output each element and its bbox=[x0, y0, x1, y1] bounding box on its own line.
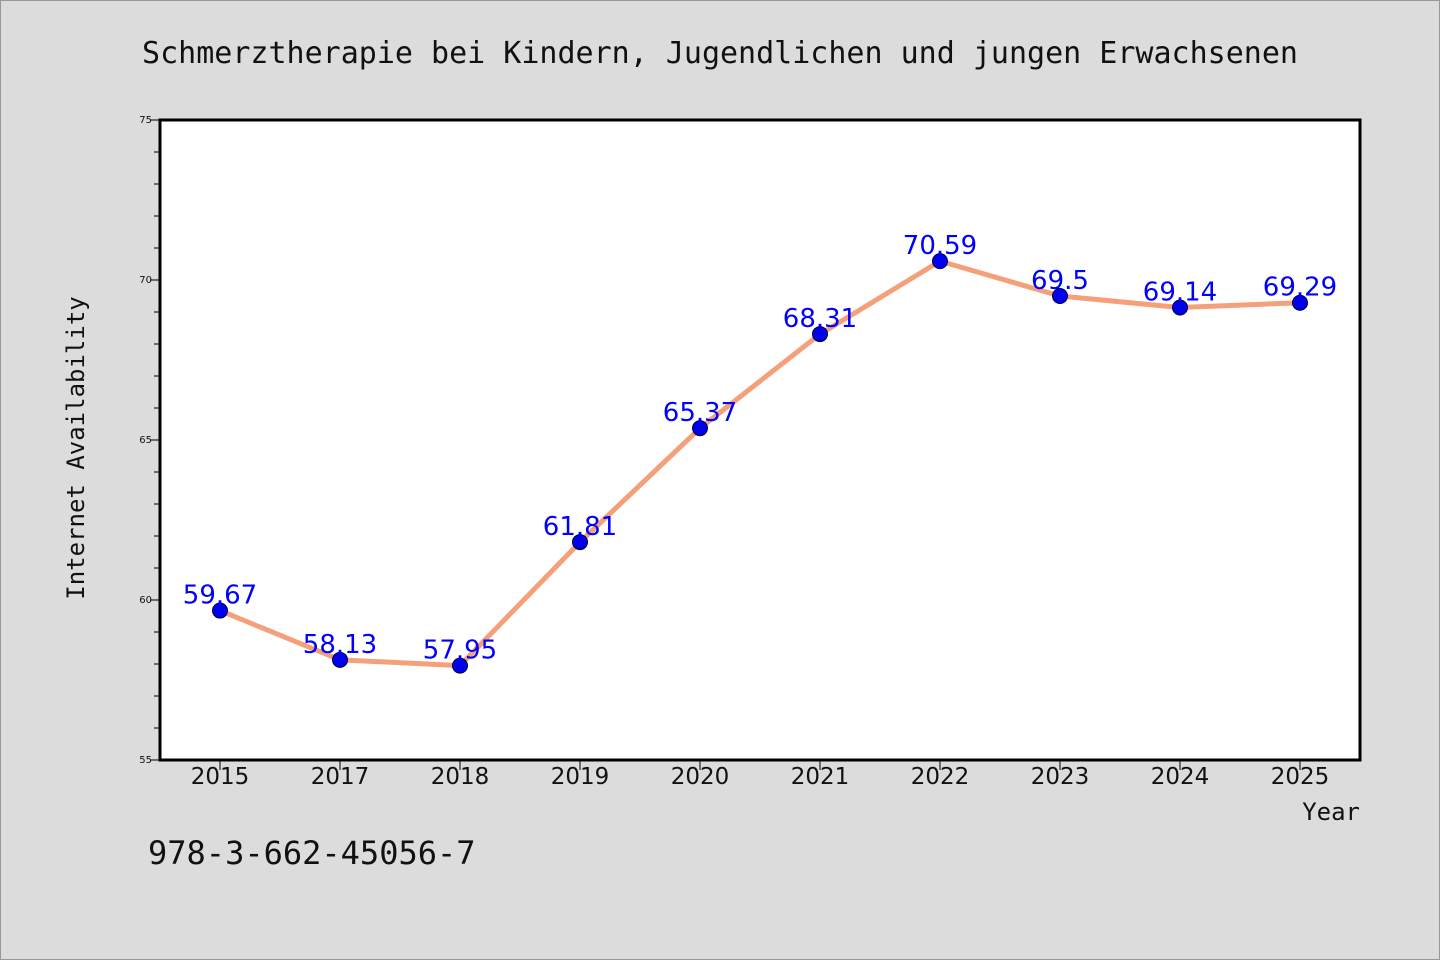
y-tick-label: 60 bbox=[139, 595, 152, 606]
x-tick-label: 2019 bbox=[551, 764, 610, 790]
data-label: 69.14 bbox=[1143, 278, 1217, 308]
plot-area bbox=[160, 120, 1360, 760]
y-tick-label: 75 bbox=[139, 115, 152, 126]
data-label: 61.81 bbox=[543, 512, 617, 542]
data-point bbox=[1052, 288, 1068, 304]
data-label: 69.29 bbox=[1263, 273, 1337, 303]
data-point bbox=[932, 253, 948, 270]
data-label: 65.37 bbox=[663, 398, 737, 428]
y-tick-label: 70 bbox=[139, 275, 152, 286]
axis-ticks: 55 60 65 70 75 2015 2017 2018 2019 2020 2021 2022 20… bbox=[139, 115, 1329, 790]
data-point bbox=[572, 534, 588, 551]
x-axis-label: Year bbox=[1302, 798, 1360, 826]
data-point bbox=[692, 420, 708, 437]
data-point bbox=[1292, 294, 1308, 311]
y-tick-label: 65 bbox=[139, 435, 152, 446]
x-tick-label: 2025 bbox=[1271, 764, 1330, 790]
x-tick-label: 2020 bbox=[671, 764, 730, 790]
x-tick-label: 2023 bbox=[1031, 764, 1090, 790]
data-label: 70.59 bbox=[903, 231, 977, 261]
x-tick-label: 2015 bbox=[191, 764, 250, 790]
data-point bbox=[812, 326, 828, 343]
x-tick-label: 2024 bbox=[1151, 764, 1210, 790]
data-point bbox=[212, 602, 228, 619]
y-axis-label: Internet Availability bbox=[62, 296, 90, 599]
x-tick-label: 2017 bbox=[311, 764, 370, 790]
data-point bbox=[1172, 299, 1188, 316]
series-group: 59.67 58.13 57.95 61.81 65.37 68.31 70.59 69.5 6… bbox=[183, 231, 1337, 674]
data-label: 69.5 bbox=[1031, 266, 1089, 296]
x-tick-label: 2018 bbox=[431, 764, 490, 790]
series-line bbox=[217, 258, 1303, 669]
data-label: 57.95 bbox=[423, 636, 497, 666]
y-tick-label: 55 bbox=[139, 755, 152, 766]
data-point bbox=[332, 651, 348, 668]
data-label: 58.13 bbox=[303, 630, 377, 660]
data-label: 59.67 bbox=[183, 581, 257, 611]
data-point bbox=[452, 657, 468, 674]
isbn-footer: 978-3-662-45056-7 bbox=[148, 834, 476, 872]
data-label: 68.31 bbox=[783, 304, 857, 334]
x-tick-label: 2021 bbox=[791, 764, 850, 790]
plot-frame bbox=[158, 118, 1362, 762]
x-tick-label: 2022 bbox=[911, 764, 970, 790]
chart-title: Schmerztherapie bei Kindern, Jugendliche… bbox=[142, 36, 1298, 71]
